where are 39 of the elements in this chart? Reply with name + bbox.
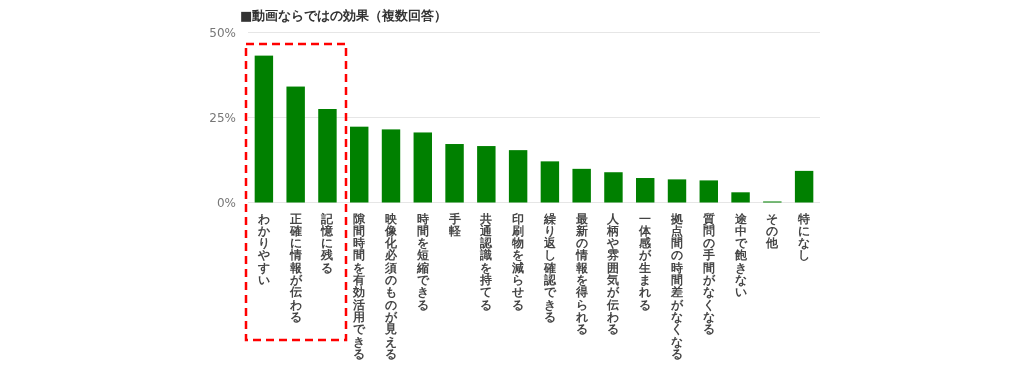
- bar: [731, 192, 750, 203]
- x-tick-label: 途中で飽きない: [733, 211, 748, 300]
- bar: [794, 170, 814, 203]
- category-label: 最新の情報を得られる: [575, 211, 588, 337]
- category-label: 繰り返し確認できる: [543, 211, 556, 324]
- x-tick-label: 一体感が生まれる: [638, 211, 653, 312]
- bar: [286, 86, 305, 203]
- bar: [350, 126, 369, 203]
- x-tick-label: 時間を短縮できる: [415, 211, 430, 312]
- bar: [540, 161, 560, 203]
- category-label: 質問の手間がなくなる: [702, 211, 715, 337]
- bar: [572, 168, 591, 203]
- bar: [254, 55, 274, 203]
- category-label: 人柄や雰囲気が伝わる: [607, 211, 620, 337]
- category-label: 映像化必須のものが見える: [385, 211, 397, 361]
- bar: [636, 178, 655, 203]
- y-tick-label: 50%: [209, 25, 236, 40]
- x-tick-label: わかりやすい: [256, 211, 271, 287]
- bar: [413, 132, 432, 203]
- x-tick-label: 共通認識を持てる: [479, 211, 494, 312]
- bar: [477, 146, 496, 203]
- x-tick-label: その他: [765, 211, 780, 251]
- bar: [445, 144, 464, 203]
- chart-title: ■動画ならではの効果（複数回答）: [240, 8, 448, 23]
- bar: [699, 180, 718, 203]
- x-tick-label: 特になし: [797, 211, 811, 263]
- bar: [604, 172, 623, 203]
- x-tick-label: 手軽: [447, 211, 462, 238]
- category-label: 隙間時間を有効活用できる: [353, 211, 366, 361]
- category-label: 正確に情報が伝わる: [289, 211, 302, 324]
- category-label: 拠点間の時間差がなくなる: [671, 211, 683, 361]
- y-tick-label: 25%: [209, 110, 236, 125]
- bar: [318, 109, 337, 203]
- x-tick-label: 記憶に残る: [320, 211, 335, 275]
- bar: [667, 179, 687, 203]
- bar: [508, 150, 528, 203]
- bar: [381, 129, 401, 203]
- y-tick-label: 0%: [216, 195, 236, 210]
- x-tick-label: 印刷物を減らせる: [511, 211, 525, 312]
